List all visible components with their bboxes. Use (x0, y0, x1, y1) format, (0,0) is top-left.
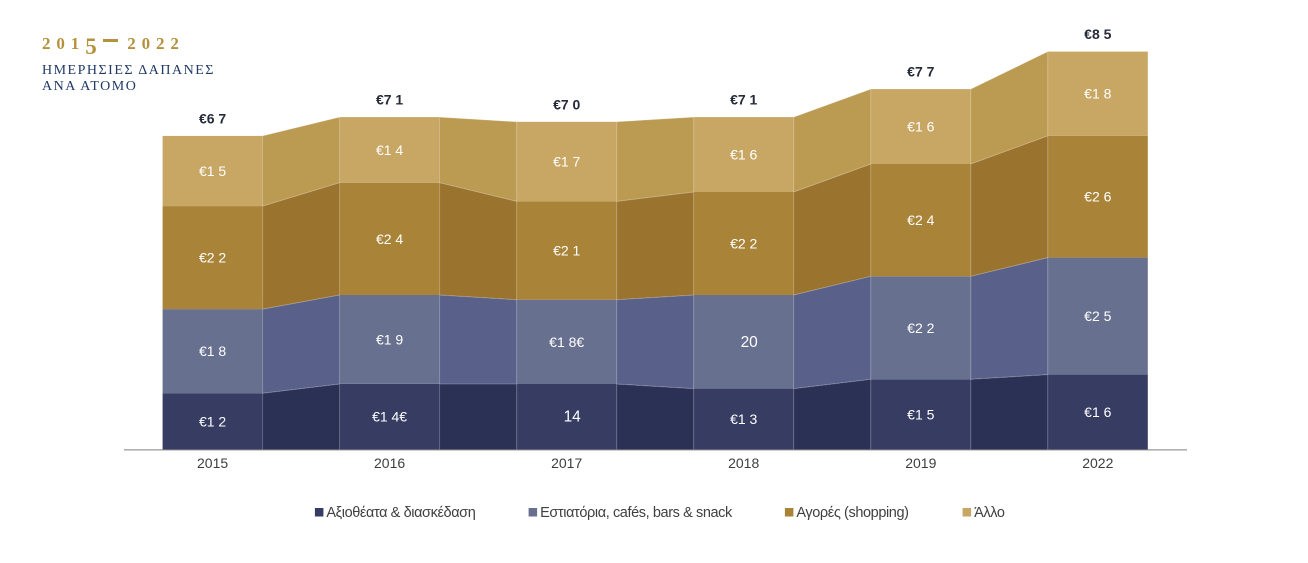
svg-text:2017: 2017 (551, 455, 582, 471)
svg-text:14: 14 (564, 409, 582, 426)
svg-text:€2 2: €2 2 (907, 320, 934, 336)
svg-text:€1 9: €1 9 (376, 332, 403, 348)
svg-text:€2 2: €2 2 (730, 236, 757, 252)
svg-text:€1 4: €1 4 (376, 142, 403, 158)
svg-text:2015: 2015 (197, 455, 228, 471)
svg-text:Άλλο: Άλλο (974, 505, 1005, 521)
svg-text:2018: 2018 (728, 455, 759, 471)
svg-text:2019: 2019 (905, 455, 936, 471)
svg-text:€1 4€: €1 4€ (372, 409, 407, 425)
svg-text:€1 8: €1 8 (199, 343, 226, 359)
svg-text:€2 2: €2 2 (199, 250, 226, 266)
svg-text:€1 5: €1 5 (199, 163, 226, 179)
svg-text:€7 1: €7 1 (730, 92, 757, 108)
svg-text:€6 7: €6 7 (199, 110, 226, 126)
svg-text:€2 4: €2 4 (907, 212, 934, 228)
svg-text:€2 1: €2 1 (553, 243, 580, 259)
svg-text:2016: 2016 (374, 455, 405, 471)
svg-text:€1 8: €1 8 (1084, 86, 1111, 102)
svg-text:€2 6: €2 6 (1084, 189, 1111, 205)
svg-text:€1 6: €1 6 (907, 119, 934, 135)
svg-text:€1 8€: €1 8€ (549, 334, 584, 350)
svg-text:€7 1: €7 1 (376, 92, 403, 108)
svg-text:€8 5: €8 5 (1084, 26, 1111, 42)
svg-text:Αγορές (shopping): Αγορές (shopping) (796, 505, 908, 521)
svg-text:€7 0: €7 0 (553, 96, 580, 112)
svg-text:20: 20 (741, 334, 759, 351)
svg-text:€1 2: €1 2 (199, 413, 226, 429)
svg-text:€2 4: €2 4 (376, 231, 403, 247)
svg-text:Αξιοθέατα & διασκέδαση: Αξιοθέατα & διασκέδαση (326, 505, 475, 521)
svg-text:€1 3: €1 3 (730, 411, 757, 427)
svg-text:€7 7: €7 7 (907, 64, 934, 80)
svg-text:Εστιατόρια, cafés, bars & snac: Εστιατόρια, cafés, bars & snack (540, 505, 733, 521)
svg-text:€2 5: €2 5 (1084, 308, 1111, 324)
svg-text:€1 5: €1 5 (907, 406, 934, 422)
svg-text:2022: 2022 (1082, 455, 1113, 471)
svg-text:€1 6: €1 6 (1084, 404, 1111, 420)
svg-text:€1 7: €1 7 (553, 154, 580, 170)
svg-text:€1 6: €1 6 (730, 147, 757, 163)
